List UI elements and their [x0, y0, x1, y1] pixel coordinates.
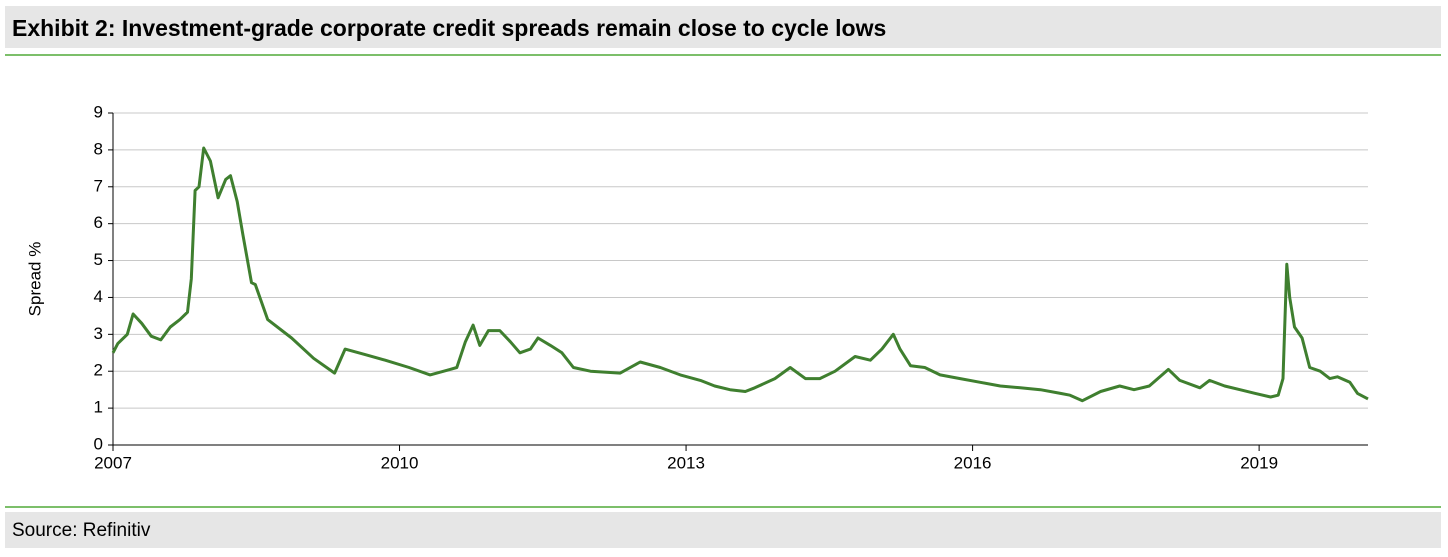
y-tick-label: 9 — [94, 102, 103, 121]
x-tick-label: 2007 — [94, 453, 132, 472]
x-tick-label: 2016 — [954, 453, 992, 472]
source-note: Source: Refinitiv — [12, 520, 151, 541]
y-tick-label: 5 — [94, 250, 103, 269]
title-band — [5, 6, 1441, 48]
footer-band — [5, 512, 1441, 548]
spread-line — [111, 146, 1369, 403]
y-tick-label: 1 — [94, 398, 103, 417]
y-tick-label: 2 — [94, 361, 103, 380]
y-tick-label: 6 — [94, 213, 103, 232]
y-tick-label: 7 — [94, 176, 103, 195]
y-tick-label: 0 — [94, 434, 103, 453]
y-tick-label: 8 — [94, 139, 103, 158]
y-tick-label: 4 — [94, 287, 103, 306]
chart-title: Exhibit 2: Investment-grade corporate cr… — [12, 15, 886, 41]
x-tick-label: 2010 — [381, 453, 419, 472]
x-tick-label: 2013 — [667, 453, 705, 472]
y-axis-label: Spread % — [25, 242, 44, 317]
x-tick-label: 2019 — [1240, 453, 1278, 472]
y-tick-label: 3 — [94, 324, 103, 343]
